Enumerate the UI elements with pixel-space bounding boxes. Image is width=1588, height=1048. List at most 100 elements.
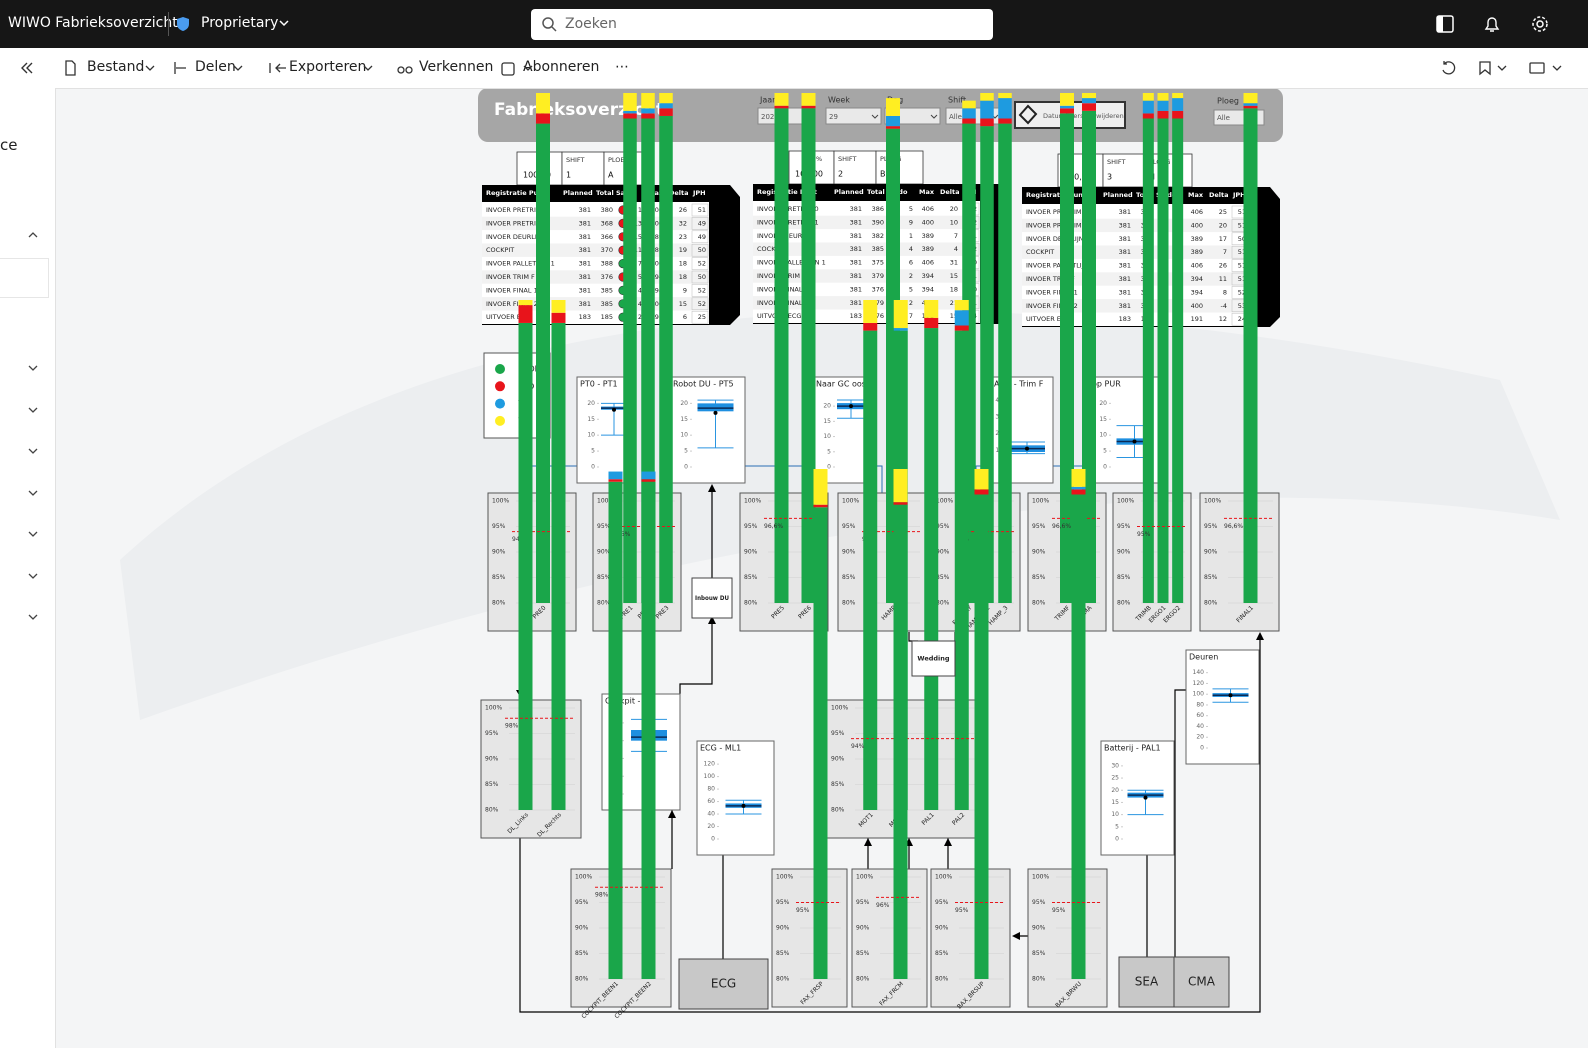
table-cell: 6 bbox=[683, 313, 687, 321]
bar-segment bbox=[1060, 108, 1074, 114]
y-tick-label: 90% bbox=[935, 925, 949, 932]
column-header: Total bbox=[867, 188, 885, 196]
table-cell: 183 bbox=[850, 312, 862, 320]
bar-segment bbox=[980, 100, 994, 119]
table-cell: 366 bbox=[601, 233, 613, 241]
y-tick-label: 60 bbox=[1196, 712, 1204, 719]
table-cell: 381 bbox=[1119, 221, 1131, 229]
table-cell: 8 bbox=[1223, 288, 1227, 296]
table-cell: 4 bbox=[954, 245, 958, 253]
stacked-bar-chart: 80%85%90%95%100%TRIMFTRIMA96,6% bbox=[1027, 93, 1107, 632]
table-cell: 406 bbox=[651, 206, 663, 214]
bar-segment bbox=[893, 502, 908, 505]
y-tick-label: 85% bbox=[597, 574, 611, 581]
sidebar-chevrons[interactable] bbox=[26, 228, 42, 628]
bar-segment bbox=[924, 328, 939, 810]
table-cell: 183 bbox=[1119, 315, 1131, 323]
table-cell: 5 bbox=[909, 205, 913, 213]
y-tick-label: 100% bbox=[936, 498, 953, 505]
y-tick-label: 85% bbox=[1204, 574, 1218, 581]
toolbar-right-icons[interactable] bbox=[1440, 60, 1570, 76]
bar-segment bbox=[1157, 100, 1169, 111]
table-cell: 381 bbox=[579, 300, 591, 308]
toolbar-item[interactable]: Delen bbox=[195, 59, 236, 75]
table-cell: 52 bbox=[698, 260, 706, 268]
table-cell: 389 bbox=[651, 246, 663, 254]
toolbar-item[interactable]: ⋯ bbox=[615, 59, 629, 75]
table-cell: 381 bbox=[850, 299, 862, 307]
toolbar-item[interactable]: Abonneren bbox=[523, 59, 600, 75]
collapse-icon[interactable] bbox=[20, 62, 34, 74]
table-cell: 11 bbox=[1219, 275, 1227, 283]
bar-segment bbox=[863, 322, 878, 331]
dropdown-chevron bbox=[871, 114, 879, 119]
table-cell: 1 bbox=[638, 206, 642, 214]
y-tick-label: 85% bbox=[1032, 574, 1046, 581]
mean-dot bbox=[1228, 693, 1233, 698]
y-tick-label: 80% bbox=[1204, 600, 1218, 607]
row-label: COCKPIT bbox=[757, 245, 785, 253]
bar-segment bbox=[608, 471, 623, 480]
box-plot: ECG - ML1 0 20 40 60 80 100 120 bbox=[696, 740, 775, 856]
table-cell: 26 bbox=[1219, 262, 1227, 270]
row-label: INVOER DEURLIJN bbox=[1026, 235, 1084, 243]
bar-segment bbox=[962, 108, 976, 119]
table-cell: 50 bbox=[698, 273, 706, 281]
bar-segment bbox=[1172, 98, 1184, 111]
bar-chart-frame bbox=[1027, 868, 1108, 1008]
bar-segment bbox=[608, 481, 623, 979]
row-stripe bbox=[1022, 218, 1249, 233]
box-plot-title: Batterij - PAL1 bbox=[1104, 744, 1161, 753]
table-cell: -4 bbox=[1221, 302, 1227, 310]
row-label: INVOER PALLETLIJN 1 bbox=[757, 259, 826, 267]
app-name[interactable]: WIWO Fabrieksoverzicht bbox=[8, 15, 178, 31]
search-box[interactable]: Zoeken bbox=[531, 9, 993, 40]
box-plot: Deuren 0 20 40 60 80 100 120 140 bbox=[1185, 649, 1260, 765]
table-cell: 18 bbox=[950, 285, 958, 293]
table-cell: 51 bbox=[1238, 208, 1246, 216]
bar-segment bbox=[1071, 469, 1086, 487]
toolbar-item[interactable]: Exporteren bbox=[289, 59, 367, 75]
y-tick-label: 85% bbox=[575, 950, 589, 957]
table-cell: 381 bbox=[579, 286, 591, 294]
y-tick-label: 120 bbox=[704, 761, 716, 768]
bar-segment bbox=[954, 310, 969, 326]
y-tick-label: 95% bbox=[856, 899, 870, 906]
table-cell: 191 bbox=[651, 313, 663, 321]
table-cell: 381 bbox=[1119, 248, 1131, 256]
column-header: Planned bbox=[834, 188, 864, 196]
bar-segment bbox=[1142, 93, 1154, 101]
y-tick-label: 95% bbox=[842, 523, 856, 530]
info-label: SHIFT bbox=[838, 155, 857, 163]
info-label: % bbox=[816, 155, 822, 163]
table-cell: 6 bbox=[909, 259, 913, 267]
mean-dot bbox=[1132, 439, 1137, 444]
target-label: 96% bbox=[876, 902, 890, 909]
bar-segment bbox=[886, 98, 900, 116]
toolbar-item[interactable]: Bestand bbox=[87, 59, 145, 75]
sensitivity-label[interactable]: Proprietary bbox=[201, 15, 279, 31]
row-label: INVOER FINAL 1 bbox=[1026, 288, 1078, 296]
sidebar-selected[interactable] bbox=[0, 259, 48, 297]
toolbar-item[interactable]: Verkennen bbox=[419, 59, 494, 75]
header-icons[interactable] bbox=[1436, 15, 1556, 35]
row-label: COCKPIT bbox=[1026, 248, 1054, 256]
y-tick-label: 0 bbox=[1103, 464, 1107, 471]
y-tick-label: 100% bbox=[831, 705, 848, 712]
table-cell: 185 bbox=[601, 313, 613, 321]
jph-cell bbox=[691, 297, 709, 311]
table-cell: 381 bbox=[850, 245, 862, 253]
box-plot-title: ECG - ML1 bbox=[700, 744, 741, 753]
filter-dropdown[interactable] bbox=[825, 107, 882, 125]
jph-cell bbox=[691, 230, 709, 244]
y-tick-label: 120 bbox=[1193, 680, 1205, 687]
bar-segment bbox=[518, 305, 533, 323]
table-cell: 19 bbox=[679, 246, 687, 254]
bar-segment bbox=[659, 93, 673, 104]
box-plot-title: op PUR bbox=[1092, 380, 1121, 389]
bar-segment bbox=[1243, 103, 1258, 106]
box-plot: Batterij - PAL1 0 5 10 15 20 25 30 bbox=[1100, 740, 1175, 856]
row-label: INVOER PRETRIM 0 bbox=[486, 206, 548, 214]
filter-label: Shift bbox=[948, 96, 966, 105]
